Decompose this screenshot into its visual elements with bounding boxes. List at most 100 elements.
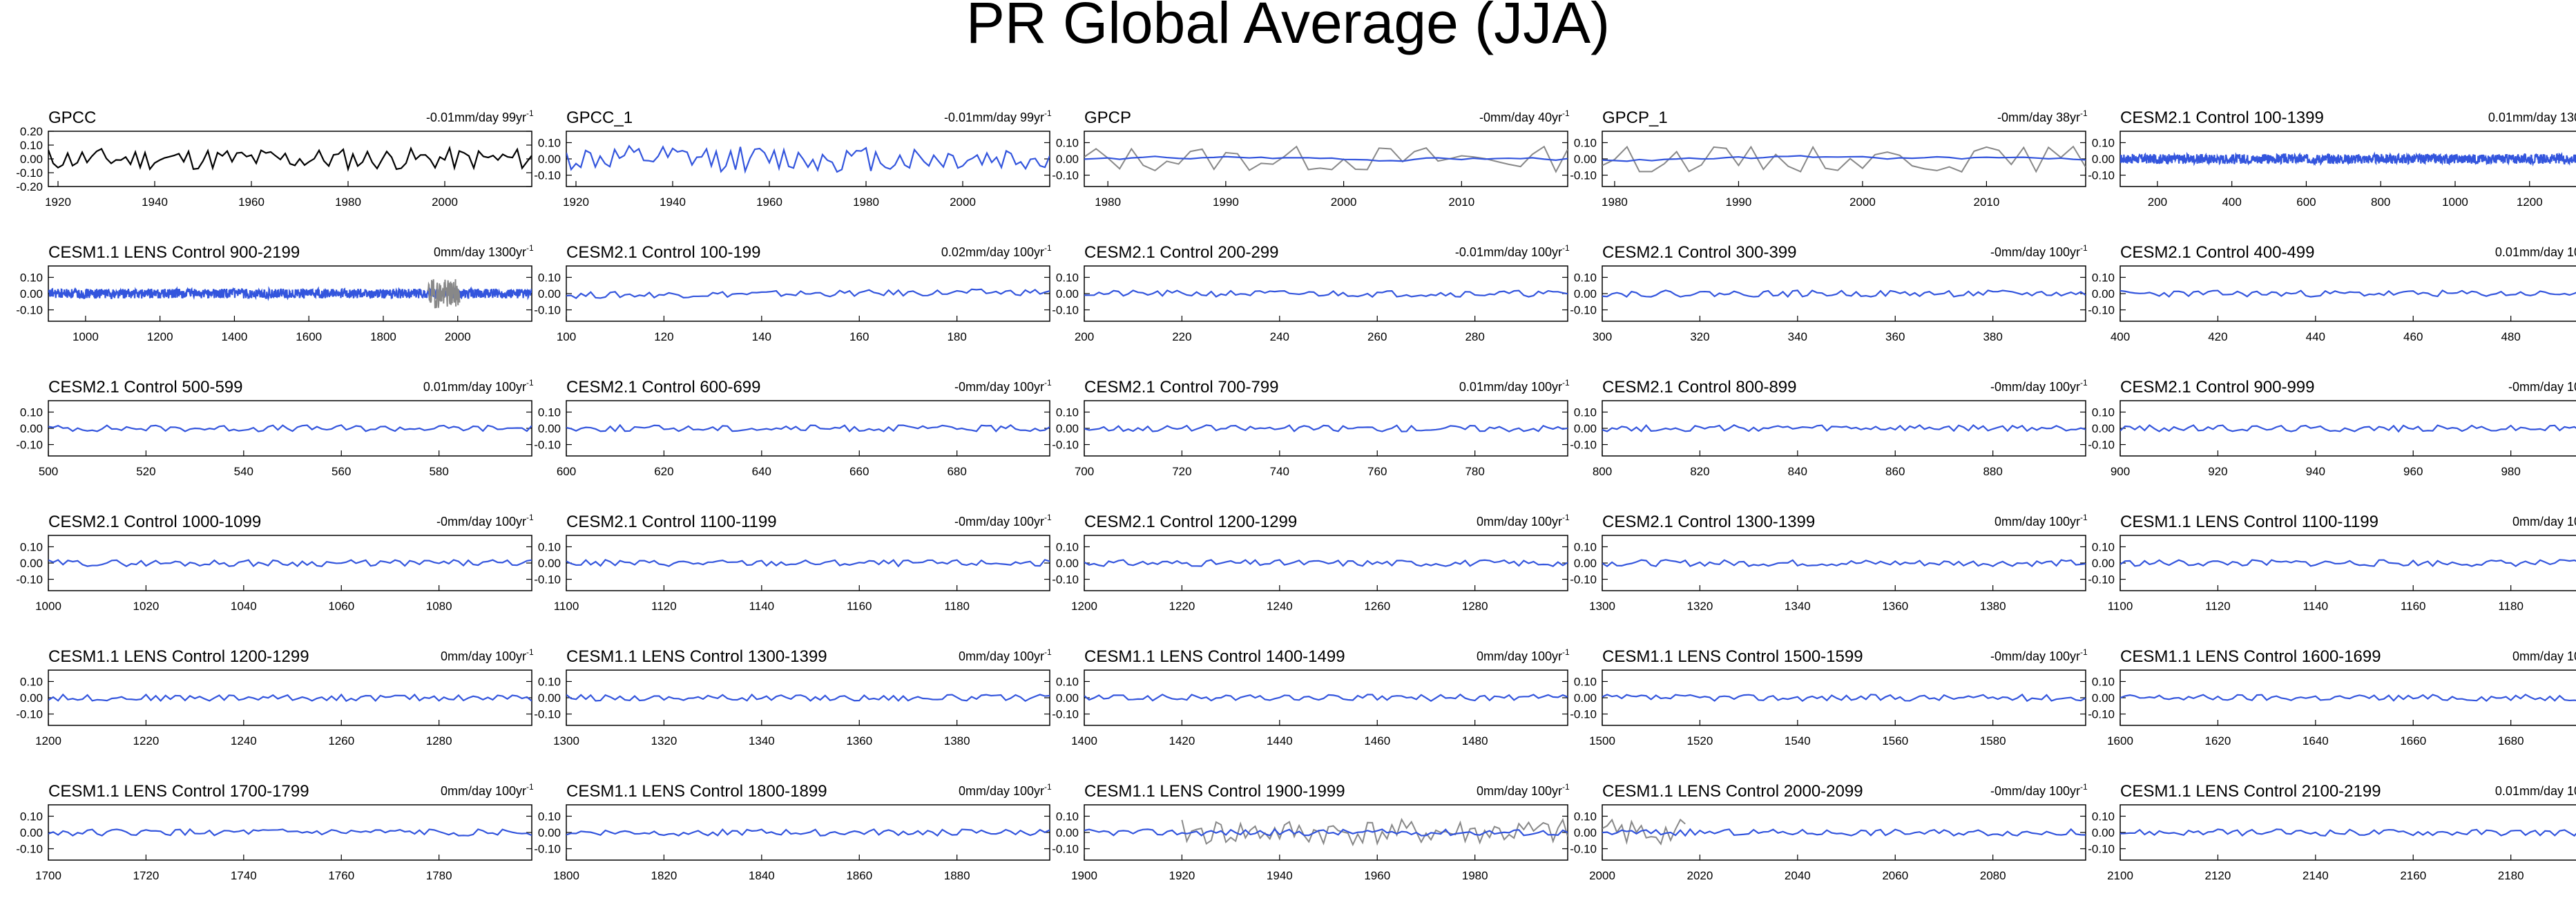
panel-title: CESM2.1 Control 100-199 — [566, 243, 760, 262]
x-tick-label: 1000 — [35, 600, 61, 613]
trend-superscript: -1 — [1562, 378, 1570, 388]
panel-title: CESM1.1 LENS Control 1300-1399 — [566, 647, 827, 666]
panel-14: CESM2.1 Control 800-899 -0mm/day 100yr -1 -… — [1570, 378, 2088, 478]
x-tick-label: 1900 — [1071, 869, 1097, 882]
panel-24: CESM1.1 LENS Control 1500-1599 -0mm/day 1… — [1570, 647, 2088, 747]
trend-label: -0.01mm/day 100yr — [1455, 245, 1562, 259]
y-tick-label: 0.00 — [2092, 153, 2115, 166]
panel-1: GPCC -0.01mm/day 99yr -1 -0.20-0.100.000.10… — [16, 108, 534, 209]
y-tick-label: 0.00 — [20, 557, 43, 570]
x-tick-label: 2000 — [445, 330, 471, 343]
x-tick-label: 1500 — [1589, 734, 1615, 747]
panel-title: CESM2.1 Control 300-399 — [1602, 243, 1796, 262]
x-tick-label: 1940 — [1267, 869, 1293, 882]
y-tick-label: 0.00 — [1056, 692, 1079, 705]
panel-title: CESM2.1 Control 400-499 — [2120, 243, 2314, 262]
trend-label: -0mm/day 100yr — [1990, 649, 2080, 663]
trend-superscript: -1 — [526, 513, 534, 522]
x-tick-label: 1020 — [133, 600, 160, 613]
trend-superscript: -1 — [1044, 647, 1052, 657]
panel-8: CESM2.1 Control 200-299 -0.01mm/day 100yr… — [1052, 243, 1570, 343]
x-tick-label: 1380 — [944, 734, 970, 747]
x-tick-label: 1660 — [2400, 734, 2426, 747]
y-tick-label: 0.10 — [2092, 136, 2115, 149]
trend-superscript: -1 — [1044, 378, 1052, 388]
y-tick-label: 0.10 — [2092, 540, 2115, 553]
x-tick-label: 740 — [1270, 465, 1289, 478]
x-tick-label: 1240 — [231, 734, 257, 747]
series-line-model — [566, 423, 1050, 432]
x-tick-label: 1960 — [756, 196, 782, 209]
series-line-model — [2120, 424, 2576, 433]
y-tick-label: 0.10 — [538, 406, 561, 419]
y-tick-label: 0.00 — [538, 557, 561, 570]
panel-title: CESM2.1 Control 600-699 — [566, 378, 760, 397]
trend-label: 0mm/day 100yr — [2512, 515, 2576, 528]
x-tick-label: 400 — [2111, 330, 2130, 343]
panel-title: CESM1.1 LENS Control 2100-2199 — [2120, 782, 2381, 801]
panel-28: CESM1.1 LENS Control 1900-1999 0mm/day 10… — [1052, 782, 1570, 882]
panel-23: CESM1.1 LENS Control 1400-1499 0mm/day 10… — [1052, 647, 1570, 747]
x-tick-label: 1180 — [2498, 600, 2524, 613]
x-tick-label: 2000 — [1849, 196, 1876, 209]
x-tick-label: 1740 — [231, 869, 257, 882]
y-tick-label: 0.00 — [2092, 422, 2115, 435]
x-tick-label: 140 — [752, 330, 771, 343]
panel-title: CESM1.1 LENS Control 1400-1499 — [1084, 647, 1345, 666]
x-tick-label: 1140 — [749, 600, 775, 613]
y-tick-label: 0.10 — [538, 271, 561, 284]
y-tick-label: 0.10 — [1574, 136, 1597, 149]
panel-title: CESM2.1 Control 1300-1399 — [1602, 513, 1815, 531]
y-tick-label: -0.10 — [1570, 169, 1597, 182]
x-tick-label: 380 — [1983, 330, 2002, 343]
y-tick-label: -0.10 — [1570, 573, 1597, 587]
x-tick-label: 1400 — [222, 330, 248, 343]
y-tick-label: -0.10 — [16, 843, 43, 856]
x-tick-label: 1120 — [2205, 600, 2231, 613]
y-tick-label: 0.10 — [20, 540, 43, 553]
series-line-model — [1602, 424, 2086, 432]
x-tick-label: 1200 — [35, 734, 61, 747]
x-tick-label: 2000 — [1589, 869, 1615, 882]
x-tick-label: 1360 — [1882, 600, 1908, 613]
trend-label: -0mm/day 100yr — [1990, 380, 2080, 394]
x-tick-label: 1680 — [2498, 734, 2524, 747]
y-tick-label: 0.00 — [1056, 826, 1079, 839]
trend-label: 0mm/day 100yr — [959, 649, 1044, 663]
x-tick-label: 400 — [2222, 196, 2241, 209]
y-tick-label: -0.10 — [1570, 708, 1597, 721]
series-line-model — [1084, 424, 1568, 432]
y-tick-label: 0.10 — [1056, 136, 1079, 149]
x-tick-label: 360 — [1885, 330, 1905, 343]
x-tick-label: 420 — [2208, 330, 2227, 343]
series-line-obs — [1181, 817, 1568, 847]
trend-label: -0.01mm/day 99yr — [426, 111, 526, 124]
panel-29: CESM1.1 LENS Control 2000-2099 -0mm/day 1… — [1570, 782, 2088, 882]
trend-superscript: -1 — [526, 782, 534, 792]
panel-21: CESM1.1 LENS Control 1200-1299 0mm/day 10… — [16, 647, 534, 747]
panel-12: CESM2.1 Control 600-699 -0mm/day 100yr -1 -… — [534, 378, 1052, 478]
x-tick-label: 560 — [331, 465, 351, 478]
panel-11: CESM2.1 Control 500-599 0.01mm/day 100yr -… — [16, 378, 534, 478]
y-tick-label: 0.00 — [538, 153, 561, 166]
series-line-model — [2120, 559, 2576, 567]
panel-20: CESM1.1 LENS Control 1100-1199 0mm/day 10… — [2088, 513, 2576, 613]
trend-superscript: -1 — [2080, 513, 2088, 522]
x-tick-label: 1240 — [1267, 600, 1293, 613]
x-tick-label: 1260 — [1364, 600, 1390, 613]
trend-superscript: -1 — [1562, 647, 1570, 657]
x-tick-label: 800 — [2371, 196, 2390, 209]
x-tick-label: 520 — [136, 465, 155, 478]
x-tick-label: 1940 — [660, 196, 686, 209]
panel-title: CESM2.1 Control 1200-1299 — [1084, 513, 1297, 531]
x-tick-label: 960 — [2403, 465, 2423, 478]
x-tick-label: 280 — [1465, 330, 1484, 343]
y-tick-label: -0.10 — [1052, 843, 1079, 856]
trend-superscript: -1 — [1044, 513, 1052, 522]
trend-superscript: -1 — [1044, 243, 1052, 253]
y-tick-label: -0.10 — [534, 439, 561, 452]
x-tick-label: 1060 — [328, 600, 354, 613]
y-tick-label: 0.10 — [2092, 271, 2115, 284]
y-tick-label: 0.00 — [20, 153, 43, 166]
y-tick-label: 0.00 — [2092, 692, 2115, 705]
